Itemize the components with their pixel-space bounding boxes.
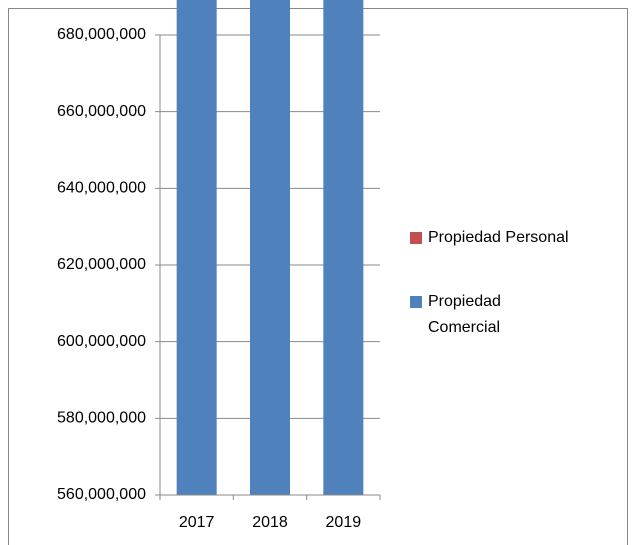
y-tick-label: 600,000,000 bbox=[57, 333, 146, 350]
bar-segment bbox=[250, 0, 290, 496]
y-tick-label: 660,000,000 bbox=[57, 103, 146, 120]
bar-segment bbox=[176, 0, 217, 495]
legend-swatch bbox=[410, 296, 422, 308]
bar-segment bbox=[323, 0, 364, 495]
legend-label: Propiedad Personal bbox=[428, 229, 569, 246]
legend-item: Propiedad Personal bbox=[410, 225, 636, 251]
legend-label: Propiedad Comercial bbox=[428, 293, 501, 336]
y-tick-label: 620,000,000 bbox=[57, 256, 146, 273]
x-tick-label: 2017 bbox=[179, 514, 215, 531]
y-tick-label: 580,000,000 bbox=[57, 410, 146, 427]
chart-border bbox=[8, 8, 628, 545]
legend-item: Propiedad Comercial bbox=[410, 289, 528, 341]
y-tick-label: 680,000,000 bbox=[57, 26, 146, 43]
x-tick-label: 2019 bbox=[326, 514, 362, 531]
legend-swatch bbox=[410, 232, 422, 244]
x-tick-label: 2018 bbox=[252, 514, 288, 531]
y-tick-label: 560,000,000 bbox=[57, 486, 146, 503]
y-tick-label: 640,000,000 bbox=[57, 180, 146, 197]
